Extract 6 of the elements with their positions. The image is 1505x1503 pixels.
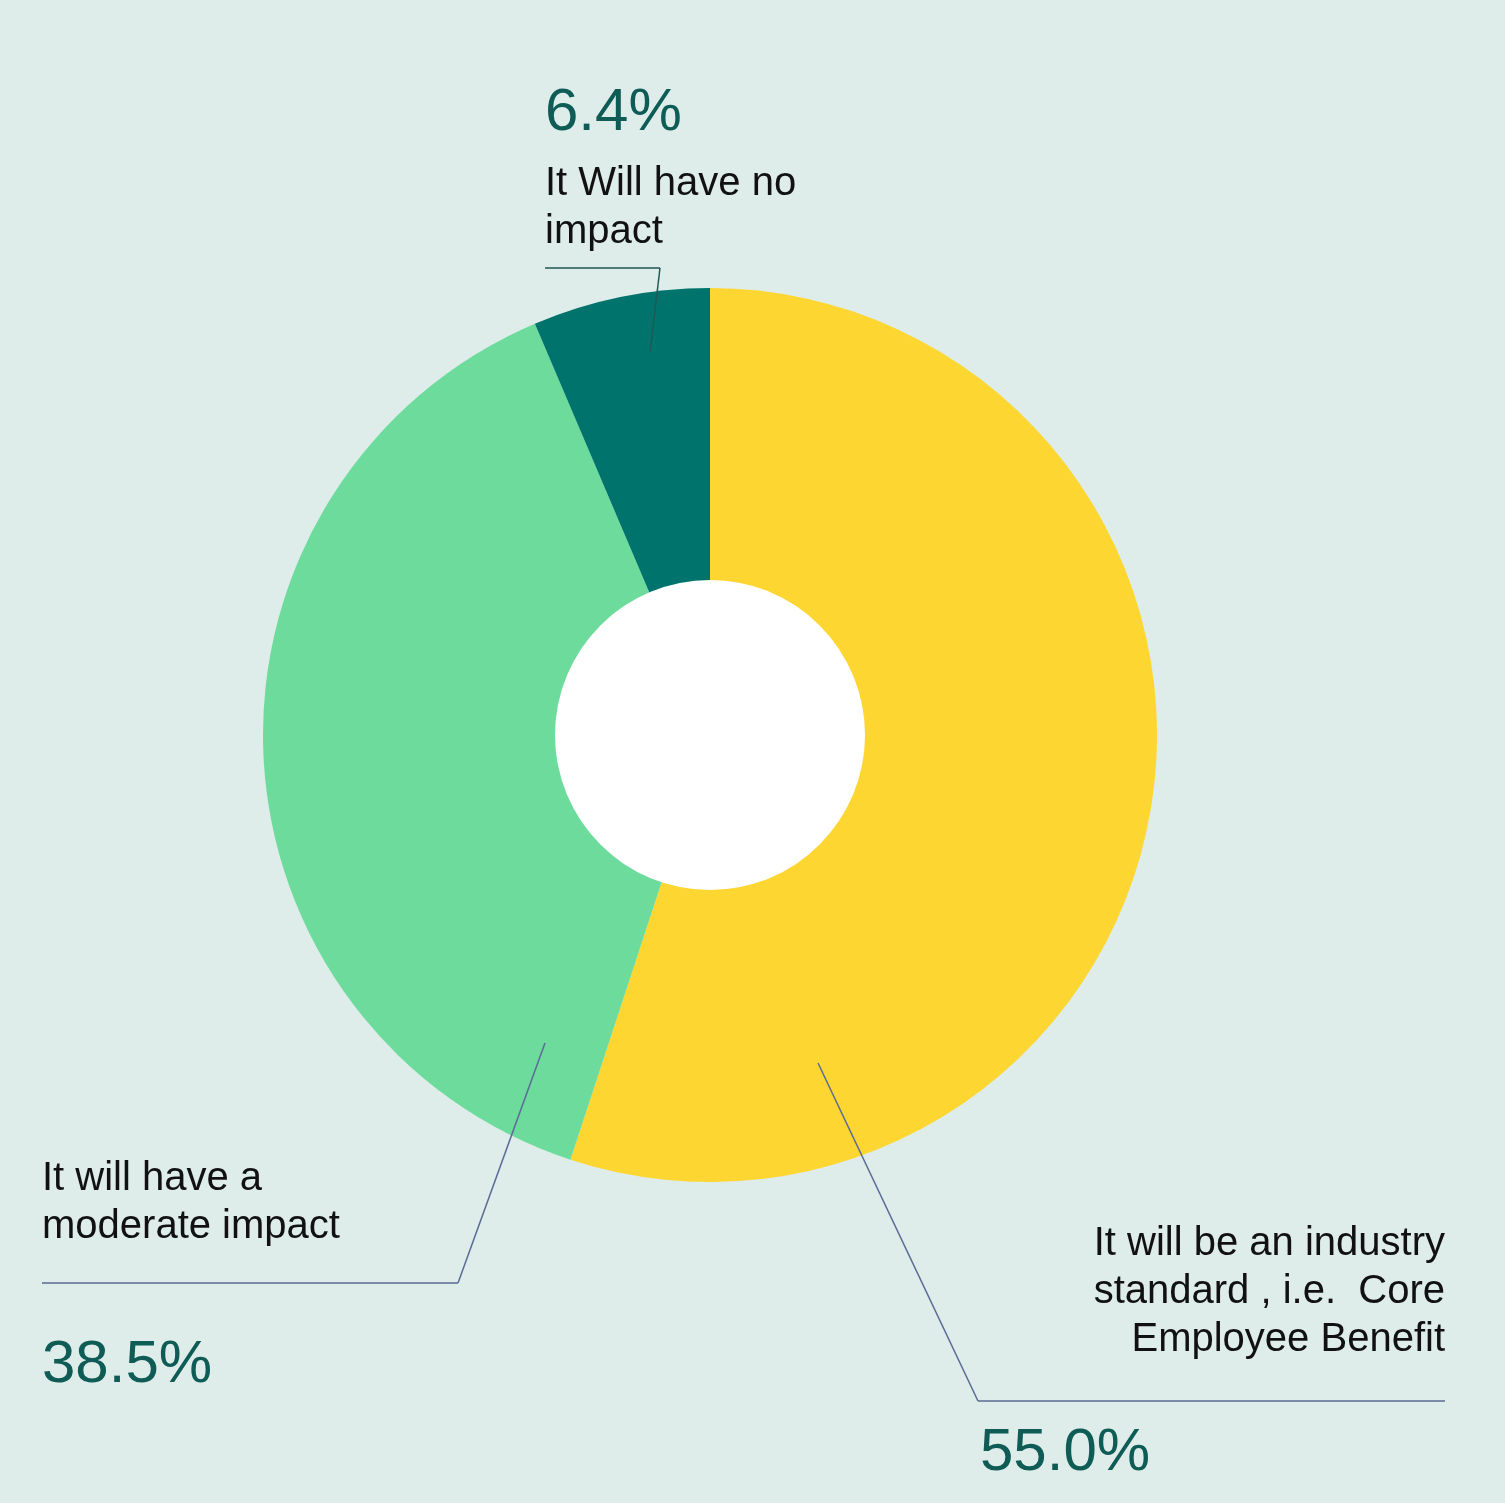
- data-label: 38.5%: [42, 1328, 213, 1395]
- data-label: 55.0%: [980, 1416, 1151, 1483]
- slice-label: It will be an industry standard , i.e. Core Employee Benefit: [1093, 1219, 1445, 1359]
- slice-label: It Will have no impact: [545, 159, 797, 251]
- slice-label: It will have a moderate impact: [42, 1154, 340, 1246]
- data-label: 6.4%: [545, 76, 682, 143]
